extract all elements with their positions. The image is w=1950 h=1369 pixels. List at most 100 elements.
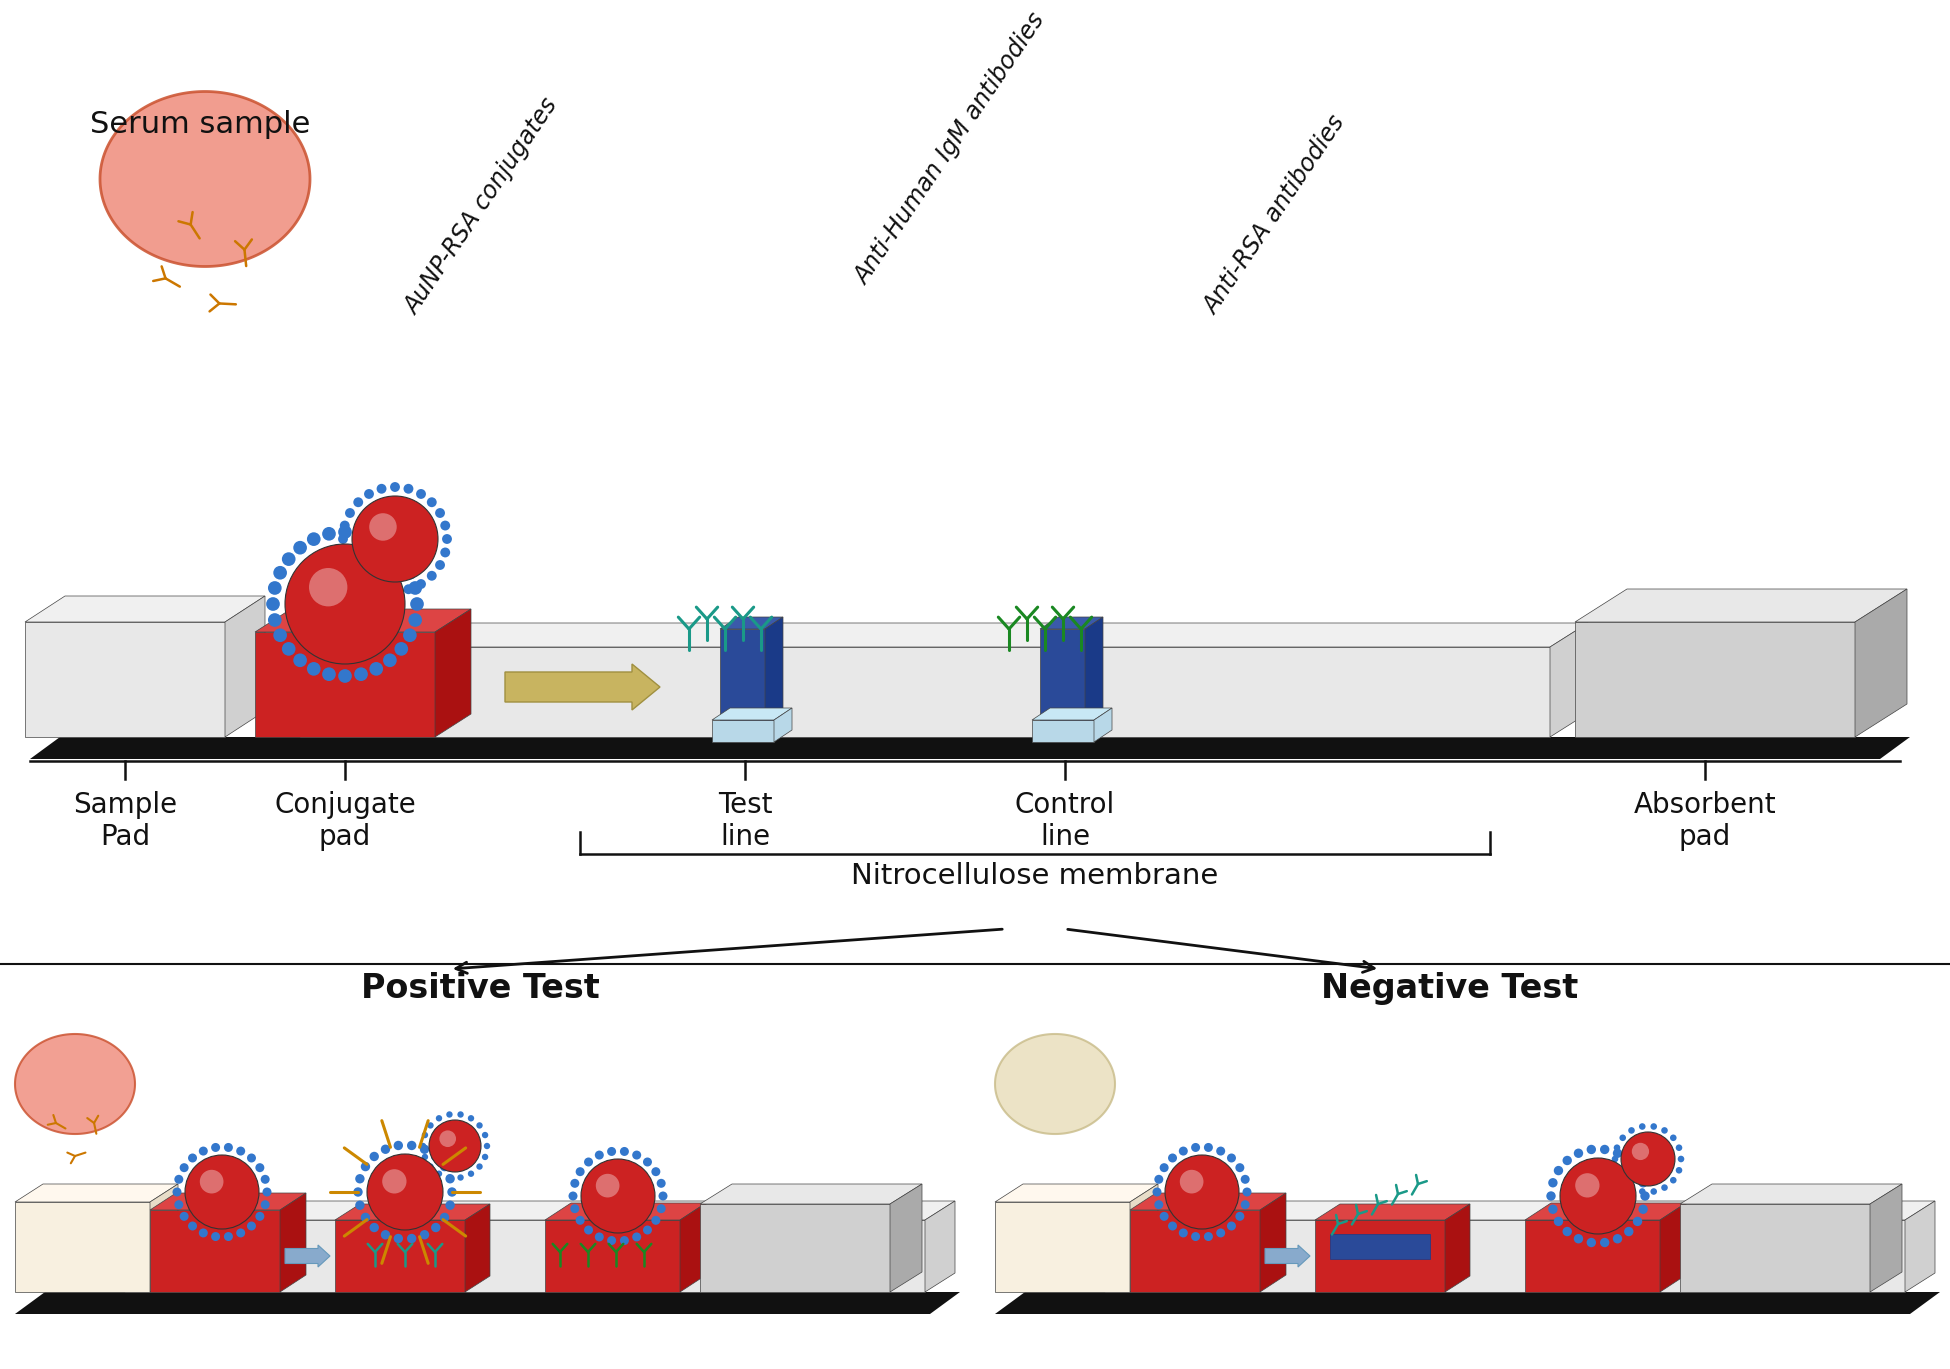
Circle shape [427, 497, 437, 507]
Circle shape [1587, 1238, 1595, 1247]
Circle shape [261, 1175, 269, 1184]
Polygon shape [150, 1192, 306, 1210]
Circle shape [1180, 1169, 1203, 1194]
Circle shape [306, 533, 320, 546]
Circle shape [620, 1147, 630, 1155]
Circle shape [394, 1140, 404, 1150]
Polygon shape [16, 1292, 959, 1314]
Circle shape [1650, 1188, 1658, 1195]
Text: Control
line: Control line [1014, 791, 1115, 852]
Circle shape [597, 1173, 620, 1198]
Polygon shape [994, 1292, 1940, 1314]
Polygon shape [700, 1184, 922, 1203]
FancyArrow shape [285, 1244, 330, 1266]
Circle shape [355, 1201, 365, 1210]
Polygon shape [335, 1220, 464, 1292]
Circle shape [441, 520, 450, 530]
Circle shape [380, 1231, 390, 1239]
Circle shape [187, 1221, 197, 1231]
Circle shape [408, 613, 421, 627]
Circle shape [1203, 1232, 1213, 1242]
Circle shape [1548, 1205, 1558, 1214]
Circle shape [1613, 1149, 1622, 1158]
Polygon shape [889, 1184, 922, 1292]
Text: Conjugate
pad: Conjugate pad [275, 791, 415, 852]
Circle shape [1168, 1154, 1178, 1162]
Circle shape [1191, 1232, 1199, 1242]
Circle shape [199, 1147, 209, 1155]
Circle shape [267, 613, 281, 627]
Circle shape [1240, 1201, 1250, 1209]
Polygon shape [335, 1203, 489, 1220]
Circle shape [174, 1175, 183, 1184]
Circle shape [421, 1154, 429, 1160]
Circle shape [595, 1150, 604, 1160]
Circle shape [431, 1223, 441, 1232]
Polygon shape [435, 609, 472, 737]
Circle shape [345, 560, 355, 570]
Circle shape [419, 1231, 429, 1239]
Circle shape [468, 1116, 474, 1121]
Circle shape [632, 1232, 642, 1242]
Circle shape [1661, 1184, 1667, 1191]
Circle shape [1562, 1227, 1572, 1236]
Circle shape [1613, 1155, 1618, 1162]
Circle shape [445, 1175, 454, 1183]
Circle shape [421, 1132, 429, 1138]
Circle shape [1677, 1155, 1685, 1162]
Circle shape [273, 565, 287, 579]
Circle shape [199, 1228, 209, 1238]
Circle shape [1618, 1177, 1626, 1184]
Circle shape [1601, 1144, 1609, 1154]
Polygon shape [544, 1220, 681, 1292]
Polygon shape [1525, 1220, 1659, 1292]
Circle shape [1227, 1154, 1236, 1162]
Text: Positive Test: Positive Test [361, 972, 599, 1005]
Circle shape [224, 1232, 232, 1242]
Polygon shape [25, 622, 224, 737]
Circle shape [1640, 1191, 1650, 1201]
Circle shape [261, 1201, 269, 1209]
Circle shape [476, 1164, 484, 1169]
Circle shape [355, 1175, 365, 1183]
Circle shape [1236, 1212, 1244, 1221]
Polygon shape [1094, 708, 1111, 742]
Circle shape [308, 568, 347, 606]
Circle shape [1650, 1123, 1658, 1129]
Circle shape [410, 597, 423, 611]
Polygon shape [1314, 1220, 1445, 1292]
Circle shape [458, 1175, 464, 1180]
Polygon shape [1084, 617, 1104, 737]
Polygon shape [700, 1203, 889, 1292]
Circle shape [365, 489, 374, 498]
Circle shape [1638, 1179, 1648, 1187]
Circle shape [476, 1123, 484, 1128]
Circle shape [1638, 1123, 1646, 1129]
Circle shape [435, 1116, 443, 1121]
Circle shape [353, 1187, 363, 1197]
Circle shape [1164, 1155, 1238, 1229]
Circle shape [187, 1154, 197, 1162]
Circle shape [339, 520, 349, 530]
Circle shape [337, 534, 347, 543]
Circle shape [1620, 1132, 1675, 1186]
Circle shape [369, 533, 382, 546]
Circle shape [419, 1144, 429, 1154]
Circle shape [1675, 1166, 1683, 1173]
Circle shape [1615, 1144, 1620, 1151]
Circle shape [1548, 1179, 1558, 1187]
Circle shape [1638, 1205, 1648, 1214]
Circle shape [659, 1191, 667, 1201]
Circle shape [632, 1150, 642, 1160]
Polygon shape [255, 609, 472, 632]
Polygon shape [1659, 1203, 1687, 1292]
Circle shape [419, 1143, 427, 1149]
Circle shape [468, 1170, 474, 1177]
Circle shape [367, 1154, 443, 1229]
Circle shape [620, 1236, 630, 1244]
Polygon shape [1260, 1192, 1285, 1292]
Circle shape [429, 1120, 482, 1172]
Circle shape [482, 1154, 488, 1160]
Circle shape [1632, 1166, 1642, 1176]
Circle shape [211, 1232, 220, 1242]
